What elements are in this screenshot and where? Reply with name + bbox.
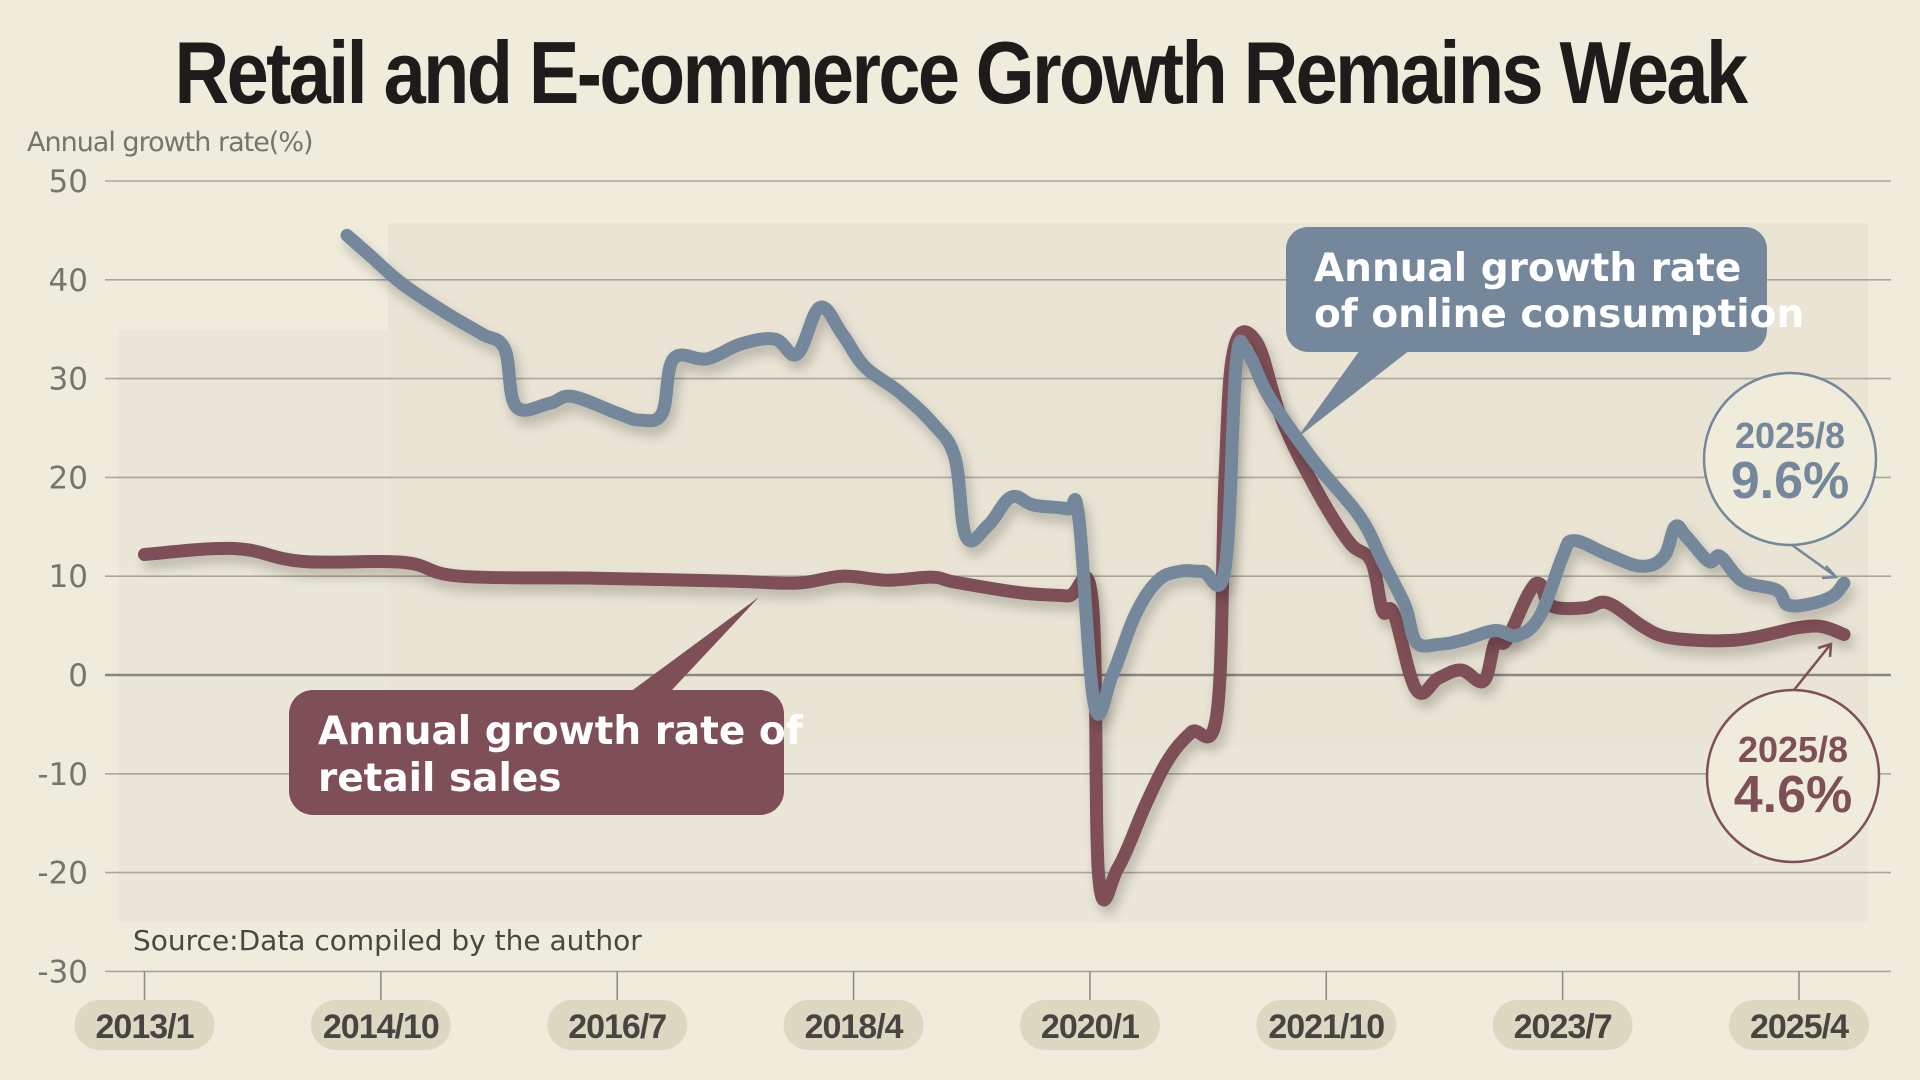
retail-end-date: 2025/8 bbox=[1738, 729, 1848, 770]
retail-end-value: 4.6% bbox=[1734, 766, 1853, 824]
online-consumption-line bbox=[340, 228, 1851, 721]
x-tick-label: 2018/4 bbox=[805, 1008, 904, 1046]
y-tick-label: 20 bbox=[49, 460, 88, 496]
x-tick-label: 2020/1 bbox=[1041, 1008, 1139, 1046]
retail-arrowhead-icon bbox=[1817, 642, 1833, 658]
online-callout-line-1: Annual growth rate bbox=[1314, 246, 1741, 291]
x-tick-pill bbox=[1728, 1000, 1869, 1050]
y-tick-label: 10 bbox=[49, 559, 88, 595]
y-axis-label: Annual growth rate(%) bbox=[27, 127, 314, 158]
x-tick-label: 2013/1 bbox=[96, 1008, 194, 1046]
chart-title: Retail and E-commerce Growth Remains Wea… bbox=[174, 23, 1749, 122]
x-tick-pill bbox=[547, 1000, 688, 1050]
retail-end-circle bbox=[1705, 688, 1881, 864]
x-tick-pill bbox=[783, 1000, 924, 1050]
x-tick-pill bbox=[1256, 1000, 1397, 1050]
y-tick-label: -30 bbox=[37, 954, 88, 990]
online-end-value: 9.6% bbox=[1731, 452, 1850, 510]
x-tick-pill bbox=[1019, 1000, 1160, 1050]
online-callout-tail bbox=[1297, 350, 1410, 438]
online-end-date: 2025/8 bbox=[1735, 415, 1845, 456]
x-tick-label: 2014/10 bbox=[323, 1008, 439, 1046]
online-end-circle bbox=[1702, 371, 1878, 547]
x-tick-pill bbox=[310, 1000, 451, 1050]
retail-callout-line-2: retail sales bbox=[318, 756, 562, 801]
x-tick-pill bbox=[74, 1000, 215, 1050]
x-tick-pill bbox=[1492, 1000, 1633, 1050]
retail-end-arrow bbox=[1793, 644, 1831, 691]
y-tick-label: 40 bbox=[49, 263, 88, 299]
y-tick-label: 50 bbox=[49, 164, 88, 200]
y-tick-label: -20 bbox=[37, 856, 88, 892]
x-tick-label: 2021/10 bbox=[1268, 1008, 1384, 1046]
online-callout-line-2: of online consumption bbox=[1314, 292, 1804, 337]
y-tick-label: 30 bbox=[49, 362, 88, 398]
y-tick-label: -10 bbox=[37, 757, 88, 793]
retail-callout-line-1: Annual growth rate of bbox=[318, 709, 804, 754]
online-end-arrow bbox=[1791, 543, 1836, 578]
retail-sales-line bbox=[138, 325, 1851, 907]
x-tick-label: 2016/7 bbox=[568, 1008, 666, 1046]
online-arrowhead-icon bbox=[1821, 565, 1839, 580]
x-tick-label: 2023/7 bbox=[1514, 1008, 1612, 1046]
y-tick-label: 0 bbox=[68, 658, 88, 694]
online-callout-box bbox=[1286, 227, 1767, 352]
source-note: Source:Data compiled by the author bbox=[133, 924, 642, 957]
retail-callout-box bbox=[289, 690, 784, 815]
x-tick-label: 2025/4 bbox=[1750, 1008, 1849, 1046]
retail-callout-tail bbox=[630, 597, 759, 692]
